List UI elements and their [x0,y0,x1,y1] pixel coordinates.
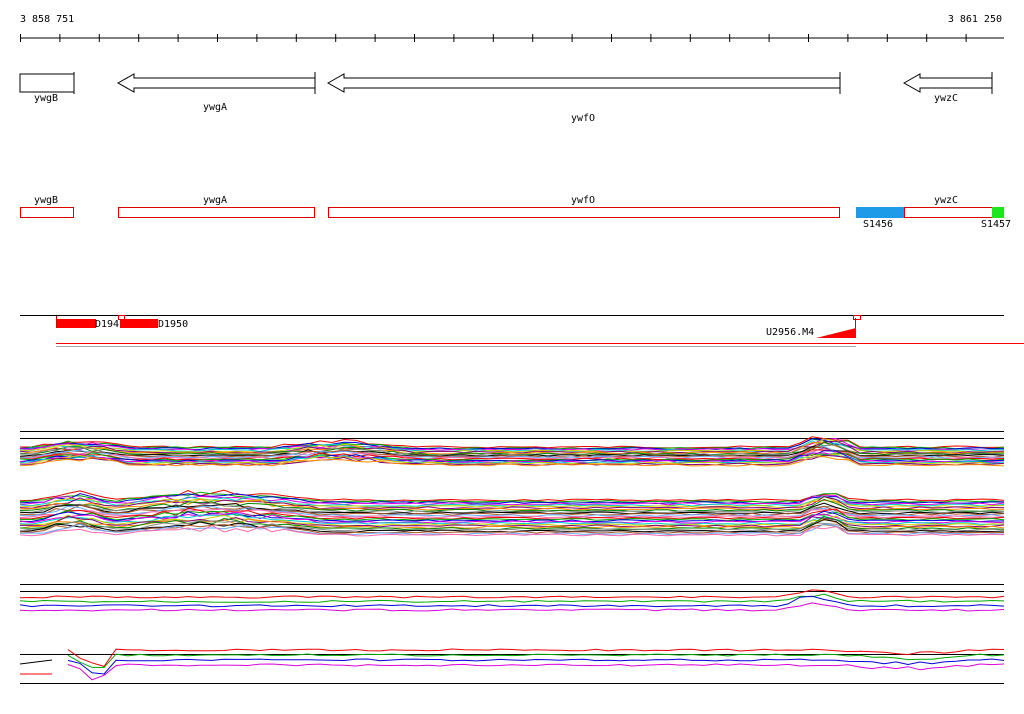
probe-label: D194 [95,319,119,330]
panel-lines [20,431,1004,684]
feature-track [20,207,993,218]
trace [19,450,1005,463]
trace [19,507,1005,520]
feature-box [20,207,74,218]
trace [19,516,1005,531]
gene-arrow [116,73,316,93]
feature-label: ywgA [203,195,227,206]
trace [19,602,1005,612]
trace [19,438,1005,450]
feature-box [118,207,315,218]
trace [67,648,1005,667]
trace [67,653,1005,669]
gene-label: ywgA [203,102,227,113]
trace [19,589,1005,599]
probe-marker [853,315,861,320]
probe-label: D1950 [158,319,188,330]
gene-arrow [326,73,841,93]
gene-arrow [902,73,993,93]
probe-triangle [816,328,856,338]
trace [19,659,53,665]
trace [19,524,1005,537]
site-box [992,207,1004,218]
trace [19,520,1005,532]
trace [19,456,1005,467]
trace [19,491,1005,503]
site-box [856,207,904,218]
probe [120,319,158,328]
trace [19,502,1005,515]
feature-label: ywfO [571,195,595,206]
site-label: S1457 [981,219,1011,230]
ruler-ticks [20,34,967,42]
traces [19,436,1005,681]
trace [67,658,1005,675]
trace [19,522,1005,534]
gene-label: ywzC [934,93,958,104]
trace [19,510,1005,523]
probe [56,319,96,328]
feature-label: ywgB [34,195,58,206]
gene-label: ywfO [571,113,595,124]
ruler-end: 3 861 250 [948,14,1002,25]
gene-track [19,72,993,94]
trace [19,437,1005,452]
feature-label: ywzC [934,195,958,206]
trace [19,440,1005,452]
trace [19,595,1005,608]
probe-marker [118,315,125,320]
feature-box [328,207,840,218]
ruler-start: 3 858 751 [20,14,74,25]
trace [19,498,1005,512]
trace [19,446,1005,458]
gene-label: ywgB [34,93,58,104]
probe-label: U2956.M4 [766,327,814,338]
trace [19,453,1005,465]
trace [19,514,1005,527]
site-label: S1456 [863,219,893,230]
feature-box [904,207,993,218]
trace [19,593,1005,603]
trace [67,663,1005,681]
trace [20,444,1005,457]
trace [19,505,1005,517]
trace [19,496,1005,510]
gene-box [19,73,75,93]
